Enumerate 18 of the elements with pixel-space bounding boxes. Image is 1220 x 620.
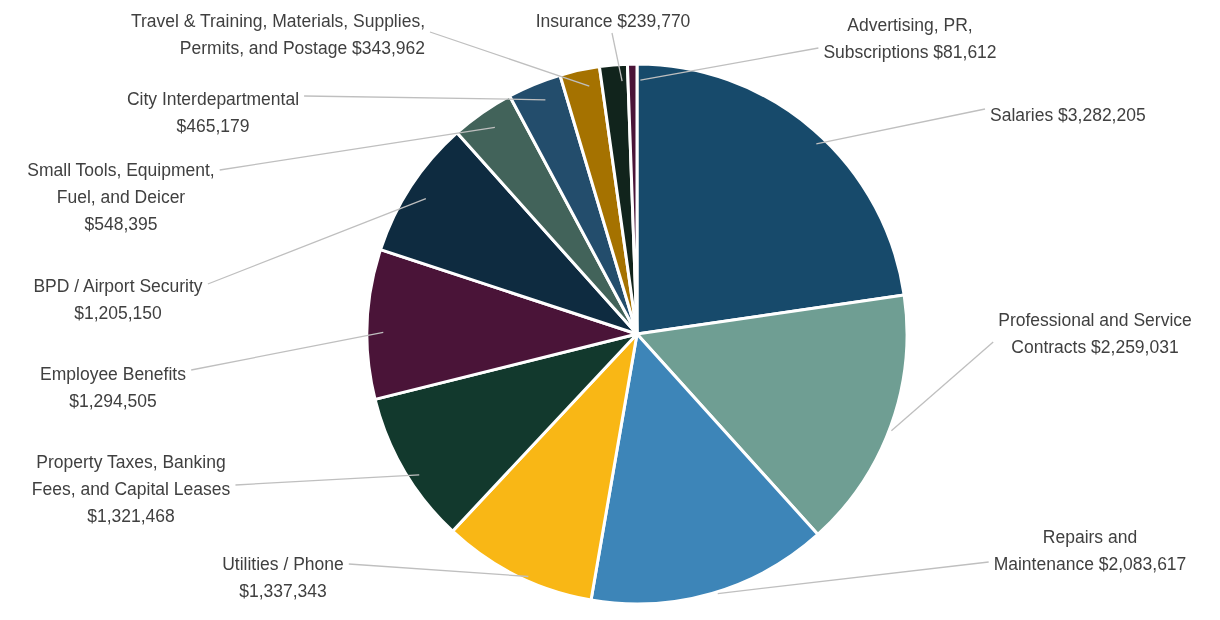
data-label: $1,205,150: [74, 303, 163, 323]
slice-label: Employee Benefits: [40, 364, 187, 384]
slice-label: Small Tools, Equipment, Fuel, and Deicer: [27, 160, 215, 207]
data-label: $1,321,468: [87, 506, 175, 526]
slice-label: Travel & Training, Materials, Supplies, Permits, and Postage $343,962: [130, 11, 425, 58]
data-label: $465,179: [176, 116, 250, 136]
slice-label: Salaries $3,282,205: [990, 105, 1146, 125]
slice-label: Repairs and Maintenance $2,083,617: [993, 527, 1187, 574]
slice-label: City Interdepartmental: [126, 89, 300, 109]
slice-label: Advertising, PR, Subscriptions $81,612: [823, 15, 997, 62]
data-label: $1,294,505: [69, 391, 157, 411]
slice-label: Insurance $239,770: [535, 11, 691, 31]
data-label: $548,395: [84, 214, 158, 234]
slice-label: Property Taxes, Banking Fees, and Capital Leases: [31, 452, 231, 499]
slice-label: BPD / Airport Security: [33, 276, 203, 296]
slice-label: Professional and Service Contracts $2,259,031: [998, 310, 1192, 357]
data-label: $1,337,343: [239, 581, 327, 601]
slice-label: Utilities / Phone: [222, 554, 344, 574]
